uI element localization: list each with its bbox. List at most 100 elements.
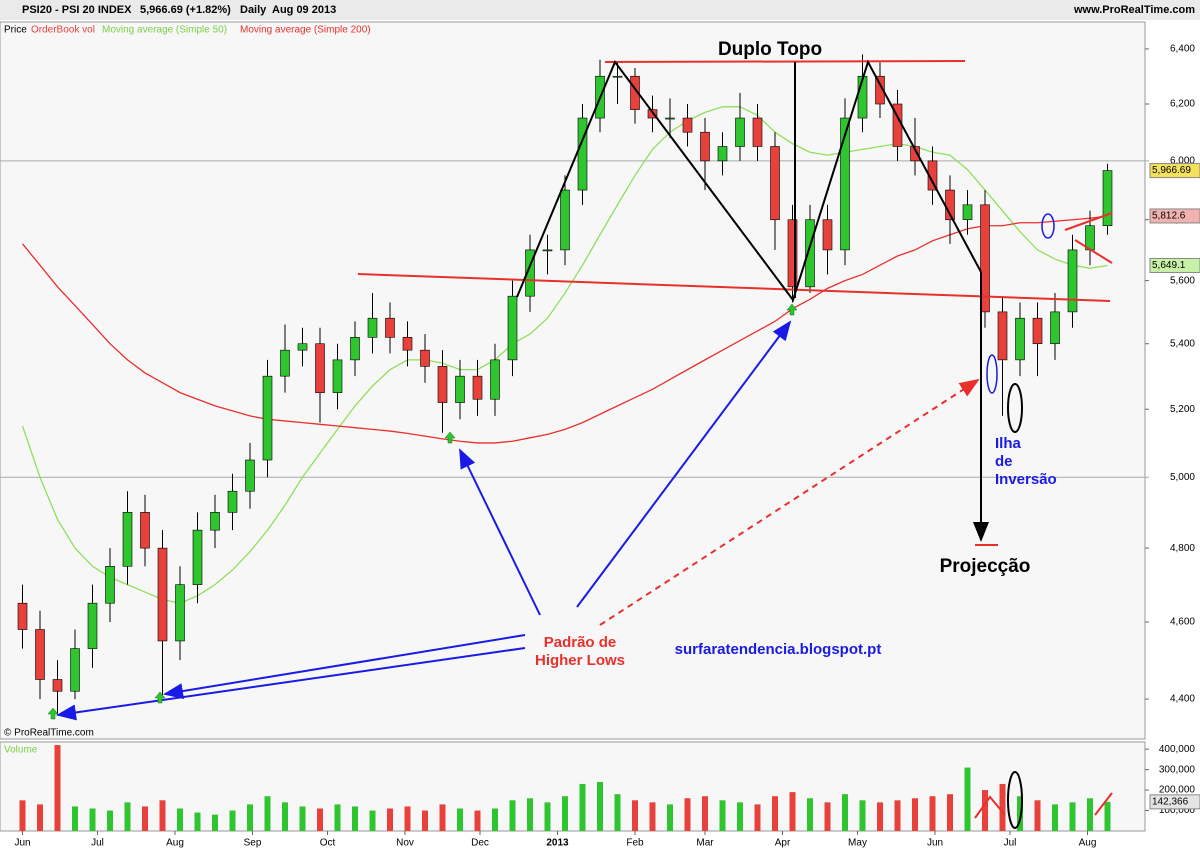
x-tick-label: Dec: [471, 838, 489, 849]
candle-body: [805, 219, 815, 288]
volume-bar: [142, 806, 148, 831]
up-arrow-icon: [786, 303, 798, 316]
y-tick-label: 5,200: [1170, 404, 1195, 415]
volume-bar: [457, 808, 463, 831]
volume-bar: [159, 800, 166, 831]
volume-bar: [894, 800, 901, 831]
header-bar: [0, 0, 1200, 20]
volume-bar: [544, 802, 551, 831]
candle-body: [717, 146, 728, 162]
volume-line: [1094, 792, 1113, 816]
x-tick-label: 2013: [546, 838, 569, 849]
volume-bar: [54, 745, 61, 831]
volume-bar: [579, 783, 586, 831]
x-tick-label: Oct: [320, 838, 336, 849]
volume-bar: [422, 810, 428, 831]
legend-ma200: Moving average (Simple 200): [240, 25, 371, 36]
candle-body: [560, 189, 570, 251]
y-tick-label: 5,000: [1170, 472, 1195, 483]
arrow: [459, 448, 541, 616]
volume-bar: [964, 767, 971, 831]
candle-body: [17, 602, 28, 630]
legend-ma50: Moving average (Simple 50): [102, 25, 227, 36]
x-tick-label: Jul: [1004, 838, 1017, 849]
volume-bar: [1034, 800, 1041, 831]
symbol: PSI20 - PSI 20 INDEX: [22, 4, 132, 16]
value-box: [1149, 163, 1200, 179]
top-line: [604, 60, 966, 63]
candle-body: [297, 343, 308, 351]
candle-body: [122, 512, 133, 567]
candle-body: [752, 117, 763, 147]
volume-bar: [72, 806, 78, 831]
volume-bar: [1104, 801, 1111, 831]
candle-body: [682, 117, 693, 133]
volume-bar: [562, 796, 568, 831]
candle-body: [262, 375, 273, 461]
candle-body: [70, 648, 80, 692]
candle-body: [210, 512, 220, 531]
volume-bar: [369, 810, 376, 831]
island-circle: [1007, 383, 1023, 433]
candle-body: [1050, 311, 1060, 345]
volume-bar: [334, 804, 341, 831]
candle-body: [157, 547, 168, 642]
value-label: 5,812.6: [1152, 211, 1186, 222]
y-tick-label: 400,000: [1159, 744, 1196, 755]
y-tick-label: 100,000: [1159, 805, 1196, 816]
x-tick-label: May: [848, 838, 867, 849]
candle-body: [455, 375, 465, 403]
value-box: [1149, 208, 1200, 224]
candle-body: [875, 75, 885, 105]
candle-body: [315, 343, 325, 393]
candle-body: [612, 75, 623, 78]
y-tick-label: 6,400: [1170, 44, 1195, 55]
volume-bar: [614, 794, 621, 831]
candle-body: [1102, 170, 1113, 227]
candle-body: [525, 249, 535, 297]
annotation: Ilha: [995, 435, 1021, 452]
up-arrow-icon: [444, 431, 456, 444]
volume-bar: [264, 796, 271, 831]
candle-body: [367, 317, 378, 338]
flag-line: [1074, 239, 1113, 264]
candle-body: [437, 366, 448, 403]
x-tick-label: Mar: [696, 838, 714, 849]
x-tick-label: Jun: [927, 838, 943, 849]
legend-price: Price: [4, 25, 27, 36]
y-tick-label: 200,000: [1159, 785, 1196, 796]
y-tick-label: 5,400: [1170, 338, 1195, 349]
dashed-arrow: [599, 378, 980, 626]
candle-body: [542, 249, 553, 252]
candle-body: [840, 117, 850, 251]
candle-body: [910, 146, 920, 162]
volume-bar: [772, 796, 778, 831]
volume-bar: [789, 792, 796, 831]
volume-bar: [247, 804, 253, 831]
volume-bar: [37, 804, 43, 831]
annotation: de: [995, 453, 1013, 470]
neckline: [357, 273, 1111, 302]
volume-bar: [702, 796, 708, 831]
candle-body: [665, 117, 675, 120]
arrow: [56, 647, 526, 721]
value-box: [1149, 257, 1200, 273]
up-arrow-icon: [47, 707, 59, 720]
up-arrow-icon: [154, 691, 166, 704]
candle-body: [105, 565, 115, 604]
arrow: [163, 634, 526, 699]
candle-body: [420, 349, 430, 367]
y-tick-label: 4,600: [1170, 617, 1195, 628]
volume-bar: [527, 798, 533, 831]
candle-body: [245, 459, 255, 492]
x-tick-label: Nov: [396, 838, 414, 849]
price-panel: [0, 21, 1146, 740]
volume-bar: [317, 808, 323, 831]
volume-bar: [649, 802, 656, 831]
x-tick-label: Sep: [244, 838, 262, 849]
volume-bar: [597, 781, 603, 831]
candle-body: [472, 375, 483, 400]
volume-bar: [387, 808, 393, 831]
candle-body: [1015, 317, 1025, 361]
x-tick-label: Jun: [14, 838, 30, 849]
